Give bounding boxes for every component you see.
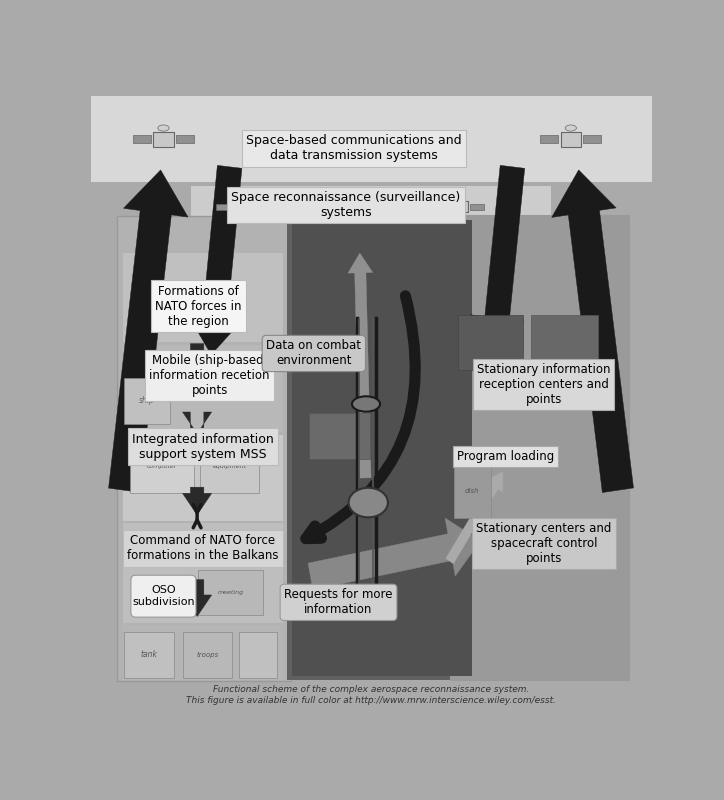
FancyBboxPatch shape [232,202,247,213]
Text: tank: tank [140,650,157,659]
Polygon shape [188,166,242,354]
Text: OSO
subdivision: OSO subdivision [132,586,195,607]
FancyBboxPatch shape [450,215,629,680]
FancyBboxPatch shape [453,202,468,213]
Polygon shape [182,412,211,434]
FancyBboxPatch shape [248,204,262,210]
Text: computer: computer [147,464,177,470]
FancyBboxPatch shape [90,96,652,182]
FancyBboxPatch shape [438,204,451,210]
FancyBboxPatch shape [292,221,472,676]
Text: troops: troops [197,652,219,658]
FancyBboxPatch shape [198,570,263,614]
FancyBboxPatch shape [153,132,174,146]
FancyBboxPatch shape [131,575,196,617]
Text: Stationary information
reception centers and
points: Stationary information reception centers… [477,362,610,406]
FancyBboxPatch shape [458,314,523,370]
FancyBboxPatch shape [125,632,174,678]
FancyBboxPatch shape [216,204,230,210]
Text: equipment: equipment [213,464,247,470]
FancyBboxPatch shape [123,625,283,680]
FancyBboxPatch shape [470,204,484,210]
FancyBboxPatch shape [123,346,283,432]
FancyBboxPatch shape [191,186,551,242]
Ellipse shape [457,196,465,201]
Ellipse shape [565,125,576,131]
FancyBboxPatch shape [125,378,170,424]
Polygon shape [348,253,373,478]
Text: ship: ship [139,396,155,405]
Text: Functional scheme of the complex aerospace reconnaissance system.
This figure is: Functional scheme of the complex aerospa… [186,686,556,705]
FancyBboxPatch shape [531,314,598,370]
Text: Formations of
NATO forces in
the region: Formations of NATO forces in the region [155,285,242,327]
FancyBboxPatch shape [123,523,283,622]
FancyBboxPatch shape [132,135,151,143]
FancyBboxPatch shape [123,435,283,521]
FancyBboxPatch shape [123,253,283,342]
Text: Stationary centers and
spacecraft control
points: Stationary centers and spacecraft contro… [476,522,612,565]
Ellipse shape [235,196,243,201]
Text: dish: dish [465,489,479,494]
Ellipse shape [352,396,380,412]
FancyBboxPatch shape [130,441,194,494]
FancyBboxPatch shape [183,632,232,678]
FancyBboxPatch shape [239,632,277,678]
FancyBboxPatch shape [454,466,491,518]
FancyBboxPatch shape [540,135,558,143]
Text: Integrated information
support system MSS: Integrated information support system MS… [132,433,274,461]
FancyBboxPatch shape [287,215,478,680]
Polygon shape [308,518,481,590]
Ellipse shape [158,125,169,131]
FancyBboxPatch shape [176,135,194,143]
Polygon shape [446,472,503,564]
FancyBboxPatch shape [560,132,581,146]
FancyBboxPatch shape [90,96,652,712]
Text: Space-based communications and
data transmission systems: Space-based communications and data tran… [246,134,462,162]
Text: Requests for more
information: Requests for more information [285,588,392,616]
Ellipse shape [349,488,388,518]
Polygon shape [182,487,211,515]
Polygon shape [182,344,211,386]
Polygon shape [185,429,209,447]
Text: Mobile (ship-based)
information recetion
points: Mobile (ship-based) information recetion… [149,354,270,397]
Text: Space reconnaissance (surveillance)
systems: Space reconnaissance (surveillance) syst… [231,191,460,219]
FancyBboxPatch shape [200,441,259,494]
FancyBboxPatch shape [309,414,370,459]
Text: Program loading: Program loading [457,450,555,463]
Text: Command of NATO force
formations in the Balkans: Command of NATO force formations in the … [127,534,279,562]
FancyBboxPatch shape [583,135,601,143]
Polygon shape [552,170,634,493]
Polygon shape [471,166,525,354]
FancyBboxPatch shape [117,216,291,682]
Polygon shape [109,170,188,492]
Polygon shape [182,579,211,617]
Text: Data on combat
environment: Data on combat environment [266,339,361,367]
Text: meeting: meeting [218,590,244,595]
